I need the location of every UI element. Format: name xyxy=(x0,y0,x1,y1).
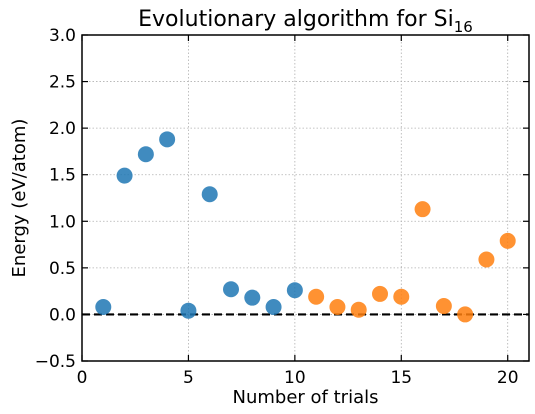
data-point-series-1 xyxy=(180,302,197,319)
x-tick-label: 5 xyxy=(183,368,194,388)
data-point-series-1 xyxy=(137,146,154,163)
data-point-series-2 xyxy=(499,232,516,249)
data-point-series-1 xyxy=(116,167,133,184)
data-point-series-2 xyxy=(308,288,325,305)
data-point-series-1 xyxy=(244,289,261,306)
data-point-series-1 xyxy=(223,281,239,298)
y-tick-label: 0.0 xyxy=(49,305,76,325)
data-points xyxy=(95,131,516,323)
y-tick-label: 1.0 xyxy=(49,212,76,232)
chart-title-main: Evolutionary algorithm for Si xyxy=(138,7,454,32)
axis-ticks: 0 5 10 15 20 −0.5 0.0 0.5 1.0 1.5 2.0 2.5 3.0 xyxy=(35,26,529,388)
x-tick-label: 15 xyxy=(390,368,412,388)
x-tick-label: 0 xyxy=(77,368,88,388)
data-point-series-1 xyxy=(95,298,112,315)
plot-frame xyxy=(81,34,530,362)
data-point-series-1 xyxy=(159,131,176,148)
x-axis-label: Number of trials xyxy=(233,387,379,408)
data-point-series-2 xyxy=(393,288,410,305)
y-tick-label: 2.5 xyxy=(49,73,76,93)
y-tick-label: 0.5 xyxy=(49,259,76,279)
y-axis-label: Energy (eV/atom) xyxy=(9,119,30,278)
x-tick-label: 10 xyxy=(284,368,306,388)
x-tick-label: 20 xyxy=(497,368,519,388)
y-tick-label: −0.5 xyxy=(35,352,76,372)
data-point-series-1 xyxy=(286,282,303,299)
data-point-series-2 xyxy=(372,285,388,302)
y-tick-label: 2.0 xyxy=(49,119,76,139)
data-point-series-2 xyxy=(414,201,431,218)
data-point-series-2 xyxy=(478,251,495,268)
chart-title-subscript: 16 xyxy=(454,18,473,36)
data-point-series-2 xyxy=(457,306,474,323)
data-point-series-2 xyxy=(350,301,367,318)
data-point-series-1 xyxy=(265,298,282,315)
data-point-series-2 xyxy=(329,298,346,315)
y-tick-label: 3.0 xyxy=(49,26,76,46)
data-point-series-2 xyxy=(435,298,452,315)
data-point-series-1 xyxy=(201,186,218,203)
y-tick-label: 1.5 xyxy=(49,166,76,186)
chart-title: Evolutionary algorithm for Si16 xyxy=(138,7,473,36)
